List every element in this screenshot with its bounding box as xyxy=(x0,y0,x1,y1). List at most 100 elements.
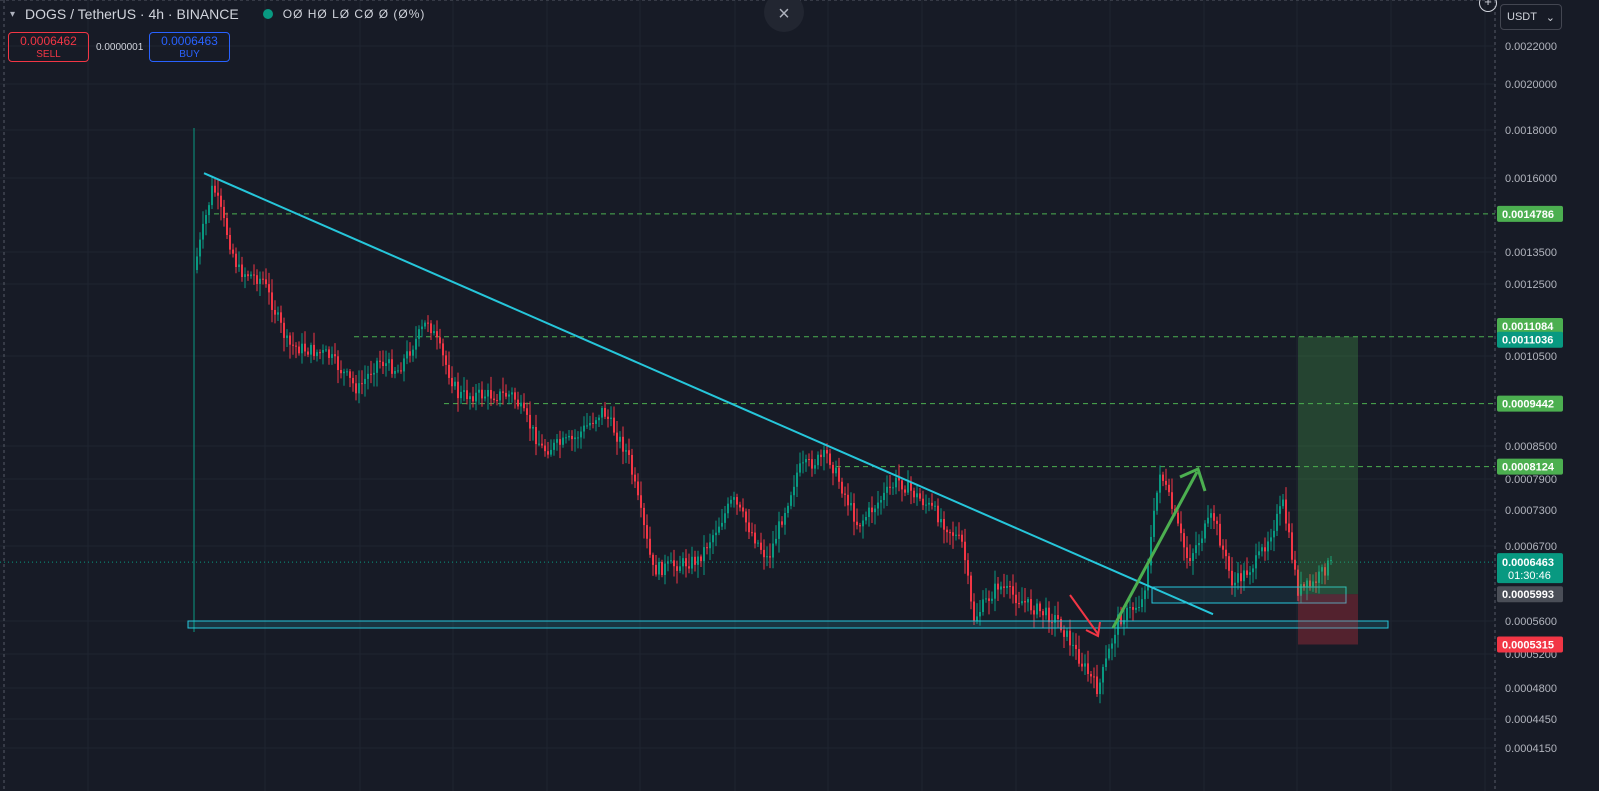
candle xyxy=(1261,543,1263,557)
candle-body xyxy=(925,504,927,506)
candle xyxy=(958,522,960,540)
candle xyxy=(955,526,957,541)
candle xyxy=(1183,528,1185,561)
candle-body xyxy=(949,532,951,534)
buy-button[interactable]: 0.0006463 BUY xyxy=(149,32,230,62)
candle xyxy=(937,498,939,527)
candle xyxy=(1243,562,1245,591)
symbol-chevron-icon[interactable]: ▾ xyxy=(10,8,16,20)
candle-body xyxy=(256,275,258,284)
candle-body xyxy=(382,361,384,367)
candle xyxy=(1249,566,1251,585)
candle xyxy=(532,424,534,441)
candle xyxy=(202,211,204,249)
candle-body xyxy=(1105,658,1107,667)
candle xyxy=(346,368,348,376)
candle xyxy=(1009,580,1011,599)
candle xyxy=(484,389,486,402)
candle-body xyxy=(916,493,918,498)
candle-body xyxy=(769,556,771,558)
candle xyxy=(325,345,327,352)
candle-body xyxy=(223,206,225,219)
candle xyxy=(940,508,942,528)
candle xyxy=(367,365,369,390)
candle xyxy=(802,450,804,474)
candle-body xyxy=(520,402,522,407)
candle xyxy=(727,497,729,519)
candle xyxy=(223,199,225,227)
candle-body xyxy=(595,420,597,424)
candle-body xyxy=(985,598,987,600)
candle-body xyxy=(1129,607,1131,609)
candle-body xyxy=(421,326,423,330)
candle-body xyxy=(796,472,798,487)
price-tick-label: 0.0004800 xyxy=(1505,683,1557,695)
sell-price: 0.0006462 xyxy=(20,34,77,48)
candle-body xyxy=(301,343,303,354)
candle-body xyxy=(1231,570,1233,586)
candle xyxy=(418,325,420,347)
candle xyxy=(823,445,825,471)
candle-body xyxy=(217,192,219,196)
candle-body xyxy=(589,422,591,426)
candle xyxy=(529,401,531,442)
candle-body xyxy=(1072,644,1074,646)
candle xyxy=(667,556,669,572)
candle xyxy=(670,552,672,564)
candle xyxy=(1201,530,1203,552)
candle-body xyxy=(1075,644,1077,650)
candle-body xyxy=(364,378,366,384)
candle xyxy=(1066,628,1068,641)
candle-body xyxy=(1234,582,1236,586)
candle xyxy=(448,351,450,385)
candle xyxy=(805,454,807,472)
candle-body xyxy=(727,503,729,514)
candle xyxy=(445,350,447,375)
symbol-title[interactable]: DOGS / TetherUS · 4h · BINANCE xyxy=(25,6,239,22)
candle-body xyxy=(610,417,612,419)
candle xyxy=(634,467,636,489)
candle xyxy=(568,429,570,441)
candle-body xyxy=(463,390,465,392)
candle-body xyxy=(1306,580,1308,587)
candle-body xyxy=(241,264,243,277)
candle xyxy=(874,504,876,525)
candle-body xyxy=(634,474,636,482)
candle-body xyxy=(922,498,924,506)
candle-body xyxy=(1228,556,1230,571)
candle-body xyxy=(1036,603,1038,615)
candle-body xyxy=(1120,614,1122,625)
candle xyxy=(988,590,990,615)
candle xyxy=(829,448,831,469)
candle-body xyxy=(211,185,213,206)
candle xyxy=(298,341,300,356)
candle-body xyxy=(310,344,312,355)
candle-body xyxy=(1225,549,1227,557)
candle xyxy=(964,528,966,574)
candle xyxy=(460,385,462,404)
candle-body xyxy=(814,465,816,469)
candle xyxy=(415,326,417,359)
candle-body xyxy=(1045,607,1047,616)
candle-body xyxy=(577,437,579,439)
candle-body xyxy=(1255,555,1257,569)
candle xyxy=(1234,572,1236,597)
candle xyxy=(544,439,546,457)
candle-body xyxy=(1309,580,1311,587)
candle-body xyxy=(550,449,552,455)
sell-button[interactable]: 0.0006462 SELL xyxy=(8,32,89,62)
candle xyxy=(487,383,489,410)
close-icon[interactable]: × xyxy=(764,0,804,32)
candle-body xyxy=(658,561,660,575)
candle xyxy=(304,331,306,357)
candle-body xyxy=(598,417,600,421)
currency-select[interactable]: USDT ⌄ xyxy=(1500,4,1562,30)
candle-body xyxy=(1186,547,1188,559)
candle-body xyxy=(586,425,588,427)
candle-body xyxy=(649,538,651,555)
candle-body xyxy=(199,239,201,257)
candle xyxy=(1099,678,1101,704)
candle-body xyxy=(1126,607,1128,621)
candle xyxy=(892,482,894,495)
